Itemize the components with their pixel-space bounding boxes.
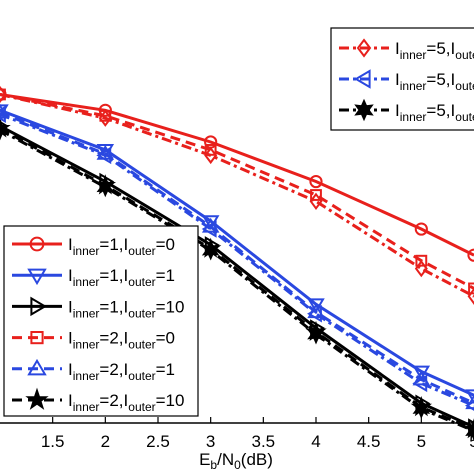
data-point-s7-5 (467, 287, 474, 305)
x-tick-label: 2.5 (146, 432, 170, 451)
series-s9 (0, 119, 474, 442)
legend-marker-s3 (30, 296, 47, 317)
x-ticks: 1.5 2 2.5 3 3.5 4 4.5 5 5 (41, 417, 474, 451)
data-point-s8-5 (465, 400, 474, 411)
data-point-s8-3 (307, 305, 322, 323)
legend-marker-s4 (30, 331, 44, 345)
x-tick-label: 4.5 (357, 432, 381, 451)
x-tick-label-partial: 5 (469, 432, 474, 451)
legend-label-s7: Iinner=5,Iouter (395, 39, 474, 62)
data-point-s7-4 (414, 259, 428, 278)
series-line-s1 (0, 93, 474, 257)
data-point-s8-4 (412, 374, 428, 393)
series-line-s3 (0, 124, 474, 429)
series-line-s7 (0, 93, 474, 298)
x-axis-title-b: b (210, 458, 217, 472)
data-point-s4-3 (310, 189, 322, 201)
x-tick-label: 2 (101, 432, 110, 451)
data-point-s9-3 (307, 324, 325, 345)
legend-marker-s9 (354, 98, 374, 122)
x-axis-title-zero: 0 (234, 458, 241, 472)
x-axis-title: Eb/N0(dB) (199, 450, 273, 472)
series-layer (0, 85, 474, 442)
legend-marker-s8 (354, 69, 371, 89)
data-point-s7-1 (98, 109, 112, 127)
legend-bottom-left: Iinner=1,Iouter=0 Iinner=1,Iouter=1 Iinner… (3, 225, 199, 417)
legend-marker-s6 (25, 387, 49, 410)
legend-top-right: Iinner=5,Iouter Iinner=5,Iouter Iinner=5,I… (330, 27, 474, 131)
data-point-s8-2 (201, 220, 217, 238)
legend-marker-s1 (29, 236, 45, 252)
legend-label-s3: Iinner=1,Iouter=10 (68, 297, 184, 320)
series-s8 (0, 105, 474, 411)
series-s7 (0, 85, 474, 305)
legend-marker-s2 (27, 268, 47, 286)
legend-marker-s7 (356, 38, 372, 58)
axes: 1.5 2 2.5 3 3.5 4 4.5 5 5 (0, 417, 474, 451)
data-point-s9-0 (0, 119, 9, 141)
legend-label-s9: Iinner=5,Iouter (395, 101, 474, 124)
series-line-s2 (0, 108, 474, 397)
data-point-s1-4 (414, 222, 428, 236)
legend-label-s8: Iinner=5,Iouter (395, 70, 474, 93)
legend-label-s1: Iinner=1,Iouter=0 (68, 235, 175, 258)
data-point-s7-2 (204, 146, 218, 165)
legend-label-s2: Iinner=1,Iouter=1 (68, 266, 175, 289)
series-line-s4 (0, 93, 474, 290)
x-axis-title-unit: (dB) (241, 450, 273, 469)
data-point-s9-2 (201, 240, 220, 261)
series-line-s9 (0, 128, 474, 433)
data-point-s2-3 (307, 298, 325, 314)
x-tick-label: 3.5 (252, 432, 276, 451)
data-point-s7-3 (309, 192, 323, 210)
legend-frame (3, 225, 199, 417)
data-point-s4-4 (415, 254, 428, 267)
data-point-s9-4 (412, 398, 431, 419)
data-point-s4-5 (468, 282, 474, 295)
data-point-s9-5 (465, 420, 474, 442)
data-point-s5-0 (0, 103, 9, 119)
series-line-s5 (0, 111, 474, 405)
data-point-s8-0 (0, 105, 6, 124)
data-point-s9-1 (96, 176, 115, 198)
data-point-s8-1 (96, 146, 112, 165)
series-line-s8 (0, 112, 474, 407)
x-axis-title-slash: /N (217, 450, 234, 469)
legend-label-s5: Iinner=2,Iouter=1 (68, 360, 175, 383)
data-point-s7-0 (0, 85, 7, 104)
x-tick-label: 4 (311, 432, 320, 451)
legend-label-s6: Iinner=2,Iouter=10 (68, 391, 184, 414)
x-tick-label: 1.5 (41, 432, 65, 451)
data-point-s5-5 (465, 394, 474, 410)
x-tick-label: 3 (206, 432, 215, 451)
data-point-s1-3 (309, 174, 323, 189)
data-point-s2-4 (412, 365, 431, 381)
data-point-s2-5 (465, 389, 474, 405)
legend-marker-s5 (27, 358, 47, 376)
x-axis-title-e: E (199, 450, 210, 469)
data-point-s5-4 (412, 370, 431, 386)
legend-label-s4: Iinner=2,Iouter=0 (68, 329, 175, 352)
x-tick-label: 5 (417, 432, 426, 451)
